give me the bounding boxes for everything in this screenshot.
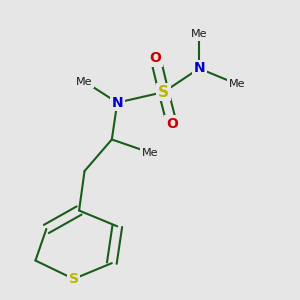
Text: N: N	[112, 96, 123, 110]
Text: N: N	[193, 61, 205, 75]
Text: Me: Me	[229, 79, 245, 89]
Text: O: O	[149, 51, 161, 65]
Text: Me: Me	[191, 29, 207, 39]
Text: S: S	[158, 85, 169, 100]
Text: O: O	[166, 117, 178, 131]
Text: S: S	[69, 272, 79, 286]
Text: Me: Me	[142, 148, 158, 158]
Text: Me: Me	[76, 76, 93, 87]
